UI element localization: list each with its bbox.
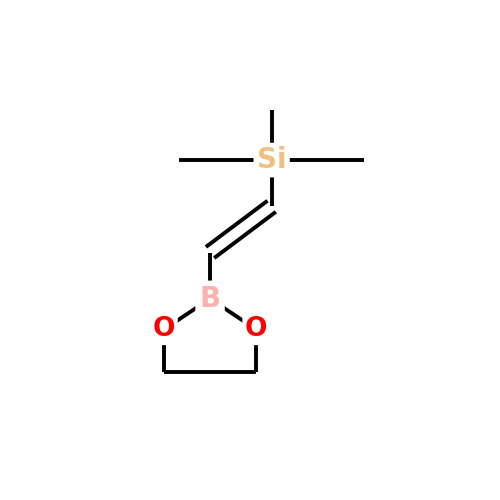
Text: O: O — [152, 316, 175, 342]
Text: Si: Si — [257, 146, 286, 174]
Text: O: O — [245, 316, 268, 342]
Text: B: B — [200, 284, 220, 312]
